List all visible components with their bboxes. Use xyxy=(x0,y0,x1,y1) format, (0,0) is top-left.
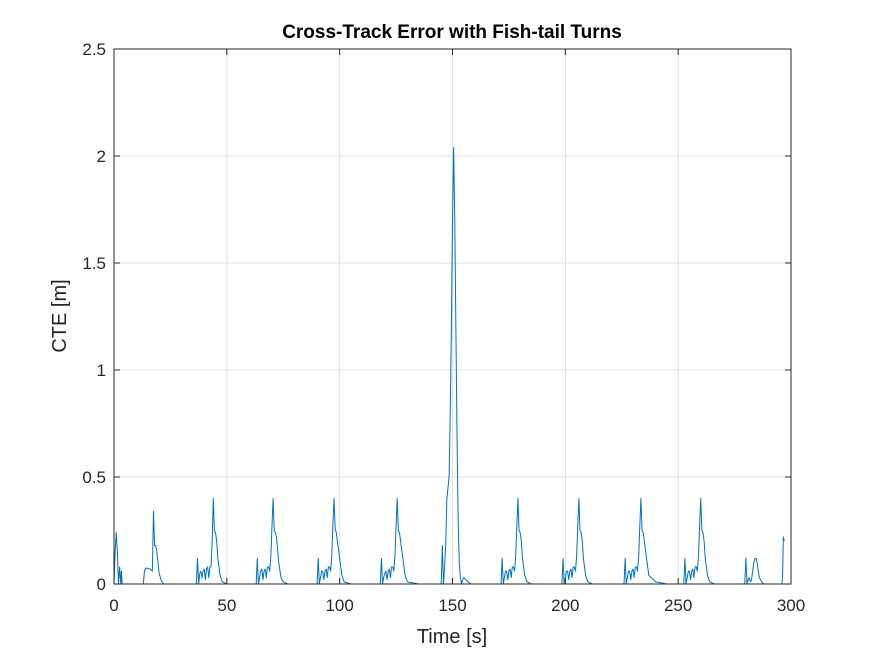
series-line-cte xyxy=(114,146,785,584)
y-tick-label: 1.5 xyxy=(82,254,106,273)
x-tick-label: 200 xyxy=(551,596,579,615)
x-tick-label: 100 xyxy=(325,596,353,615)
y-tick-label: 2.5 xyxy=(82,40,106,59)
chart-title: Cross-Track Error with Fish-tail Turns xyxy=(282,22,622,43)
x-tick-labels: 0 50 100 150 200 250 300 xyxy=(109,596,805,615)
grid-lines xyxy=(114,49,791,584)
y-tick-label: 1 xyxy=(97,361,106,380)
x-tick-label: 50 xyxy=(217,596,236,615)
y-axis-label: CTE [m] xyxy=(49,279,71,352)
y-tick-labels: 0 0.5 1 1.5 2 2.5 xyxy=(82,40,106,594)
x-tick-label: 250 xyxy=(664,596,692,615)
x-tick-label: 300 xyxy=(777,596,805,615)
series-layer xyxy=(114,146,785,584)
y-tick-label: 0.5 xyxy=(82,468,106,487)
y-tick-label: 2 xyxy=(97,147,106,166)
x-tick-label: 150 xyxy=(438,596,466,615)
tick-marks xyxy=(113,48,792,585)
y-tick-label: 0 xyxy=(97,575,106,594)
x-axis-label: Time [s] xyxy=(417,626,487,648)
x-tick-label: 0 xyxy=(109,596,118,615)
